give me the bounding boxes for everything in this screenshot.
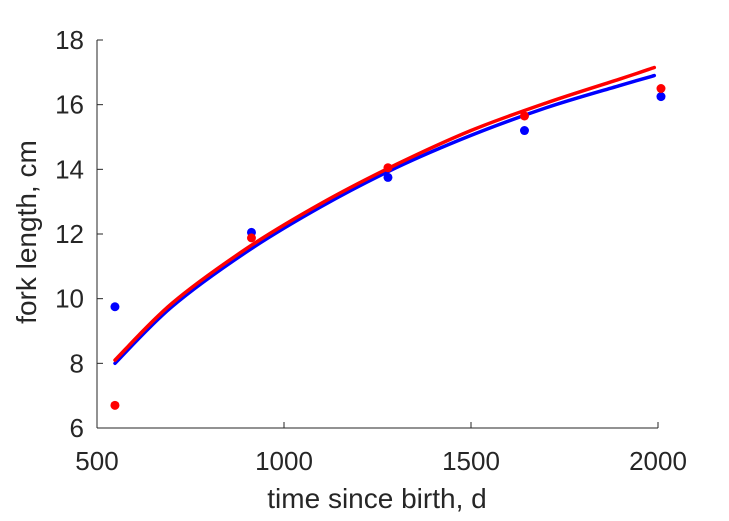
y-tick-label: 16: [55, 90, 84, 120]
y-tick-label: 12: [55, 219, 84, 249]
data-point-0: [383, 172, 393, 182]
y-tick-label: 18: [55, 25, 84, 55]
fit-curve-0: [113, 73, 657, 366]
x-tick-label: 500: [75, 446, 118, 476]
fit-curve-1: [113, 65, 657, 362]
x-tick-label: 1500: [442, 446, 500, 476]
data-point-0: [110, 302, 120, 312]
data-point-0: [656, 92, 666, 102]
y-axis-label: fork length, cm: [11, 140, 42, 324]
data-point-1: [110, 400, 120, 410]
data-point-0: [519, 126, 529, 136]
data-point-1: [246, 233, 256, 243]
x-tick-label: 1000: [255, 446, 313, 476]
axes: [96, 39, 659, 429]
data-point-1: [656, 84, 666, 93]
fit-curves: [113, 65, 657, 366]
data-points: [110, 84, 666, 410]
tick-labels: 500 1000 1500 2000 6 8 10 12 14 16 18: [55, 25, 687, 476]
y-tick-label: 8: [70, 348, 84, 378]
data-point-1: [519, 111, 529, 121]
data-point-1: [383, 163, 393, 173]
y-tick-label: 10: [55, 284, 84, 314]
x-tick-label: 2000: [629, 446, 687, 476]
x-axis-label: time since birth, d: [267, 483, 486, 514]
y-tick-label: 14: [55, 154, 84, 184]
y-tick-label: 6: [70, 413, 84, 443]
